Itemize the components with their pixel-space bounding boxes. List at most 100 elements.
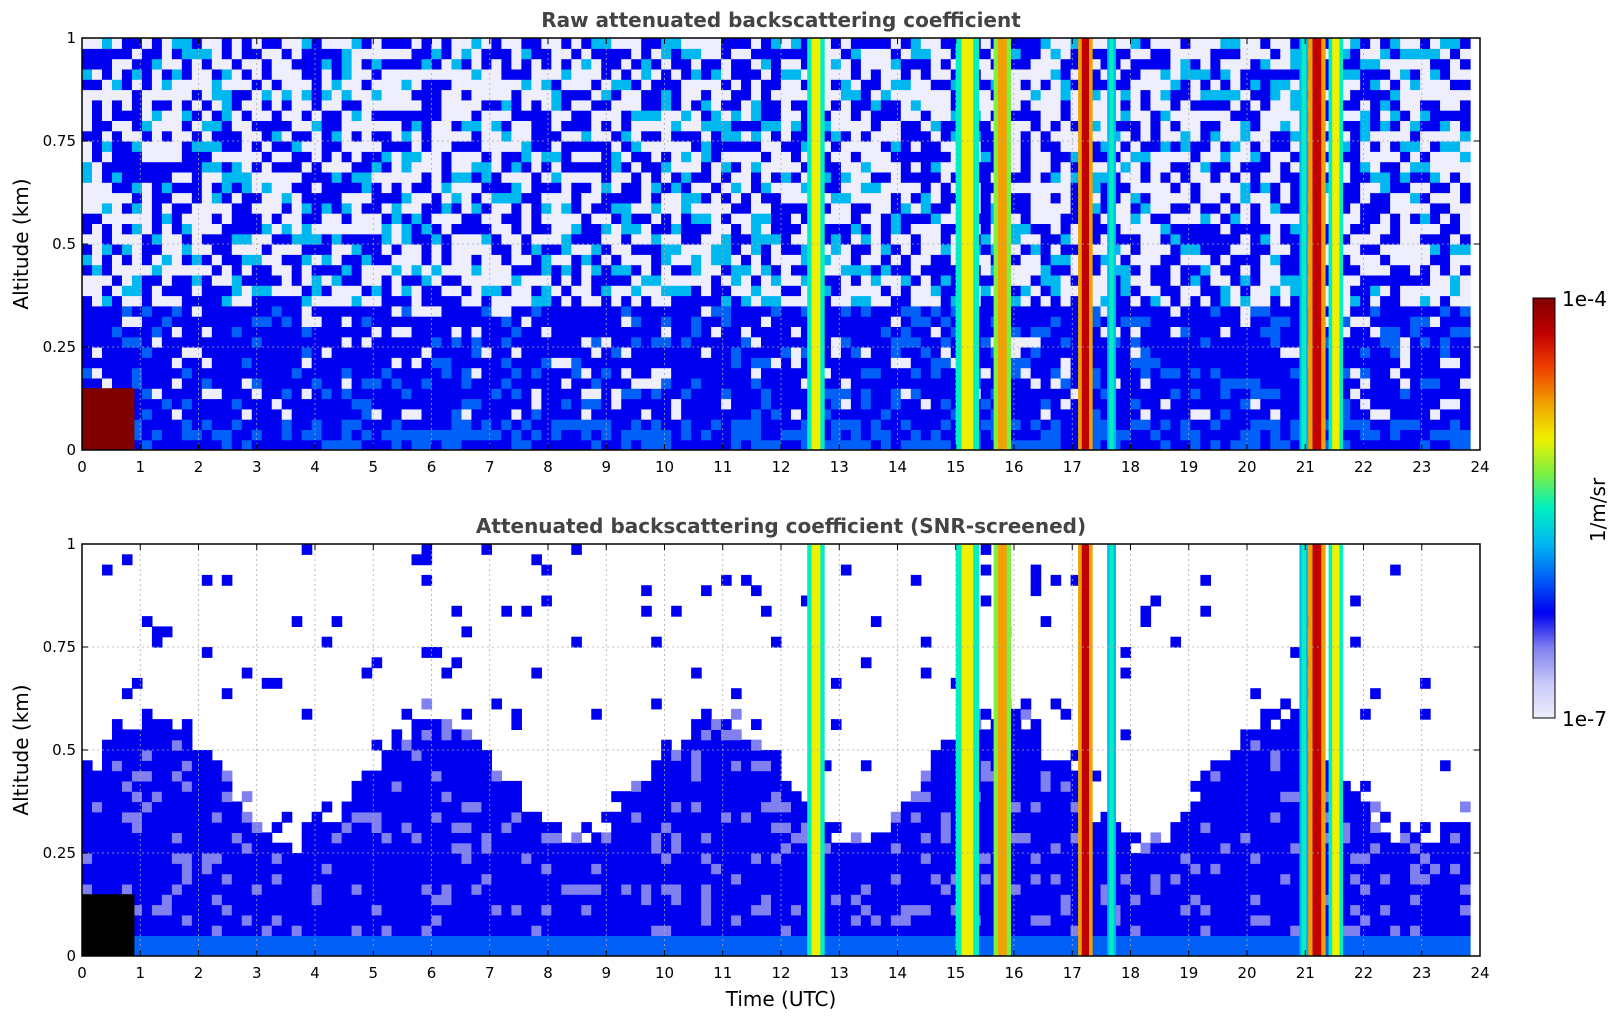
heatmap-cell	[900, 89, 912, 101]
heatmap-cell	[241, 68, 253, 80]
heatmap-cell	[591, 264, 602, 276]
heatmap-cell	[111, 233, 123, 245]
heatmap-cell	[141, 182, 153, 194]
heatmap-cell	[441, 213, 453, 224]
heatmap-cell	[531, 419, 542, 430]
heatmap-cell	[1210, 79, 1221, 91]
heatmap-cell	[301, 377, 313, 389]
heatmap-cell	[1220, 79, 1231, 91]
heatmap-cell	[1210, 120, 1221, 132]
heatmap-cell	[261, 89, 273, 101]
heatmap-cell	[930, 141, 942, 152]
heatmap-cell	[541, 419, 552, 430]
heatmap-cell	[611, 326, 622, 338]
heatmap-cell	[1070, 192, 1082, 204]
heatmap-cell	[251, 141, 263, 152]
heatmap-cell	[1120, 161, 1132, 173]
heatmap-cell	[221, 439, 233, 450]
heatmap-cell	[1270, 367, 1281, 379]
heatmap-cell	[261, 223, 273, 235]
heatmap-cell	[1140, 223, 1152, 235]
heatmap-cell	[1230, 130, 1241, 142]
heatmap-cell	[82, 223, 93, 235]
heatmap-cell	[1190, 233, 1201, 245]
heatmap-cell	[1010, 326, 1022, 338]
heatmap-cell	[1090, 274, 1102, 286]
heatmap-cell	[421, 130, 433, 142]
heatmap-cell	[321, 419, 333, 430]
heatmap-cell	[191, 388, 203, 400]
heatmap-cell	[890, 141, 902, 152]
heatmap-cell	[930, 398, 942, 410]
heatmap-cell	[401, 254, 413, 266]
heatmap-cell	[920, 388, 932, 400]
heatmap-cell	[681, 223, 692, 235]
heatmap-cell	[920, 99, 932, 111]
heatmap-cell	[920, 419, 932, 430]
heatmap-cell	[421, 223, 433, 235]
heatmap-cell	[1210, 419, 1221, 430]
heatmap-cell	[261, 254, 273, 266]
heatmap-cell	[1260, 151, 1271, 163]
heatmap-cell	[820, 305, 832, 317]
heatmap-cell	[691, 171, 702, 183]
heatmap-cell	[421, 439, 433, 450]
heatmap-cell	[781, 202, 792, 214]
heatmap-cell	[691, 398, 702, 410]
heatmap-cell	[1060, 99, 1072, 111]
heatmap-cell	[880, 388, 892, 400]
heatmap-cell	[291, 244, 303, 255]
heatmap-cell	[231, 99, 243, 111]
heatmap-cell	[1060, 388, 1072, 400]
heatmap-cell	[361, 264, 373, 276]
heatmap-cell	[1260, 213, 1271, 224]
heatmap-cell	[82, 171, 93, 183]
heatmap-cell	[890, 48, 902, 60]
heatmap-cell	[571, 244, 582, 255]
heatmap-cell	[331, 274, 343, 286]
heatmap-cell	[1020, 223, 1032, 235]
heatmap-cell	[161, 274, 173, 286]
heatmap-cell	[1270, 274, 1281, 286]
heatmap-cell	[1090, 316, 1102, 327]
heatmap-cell	[431, 192, 443, 204]
heatmap-cell	[561, 408, 572, 420]
heatmap-cell	[381, 171, 393, 183]
heatmap-cell	[920, 233, 932, 245]
heatmap-cell	[1020, 182, 1032, 194]
heatmap-cell	[830, 419, 842, 430]
heatmap-cell	[531, 48, 542, 60]
heatmap-cell	[1230, 274, 1241, 286]
heatmap-cell	[281, 316, 293, 327]
heatmap-cell	[691, 439, 702, 450]
heatmap-cell	[1060, 223, 1072, 235]
heatmap-cell	[571, 439, 582, 450]
heatmap-cell	[371, 398, 383, 410]
heatmap-cell	[940, 99, 952, 111]
heatmap-cell	[1270, 99, 1281, 111]
heatmap-cell	[840, 264, 852, 276]
heatmap-cell	[331, 419, 343, 430]
heatmap-cell	[321, 429, 333, 441]
heatmap-cell	[611, 58, 622, 70]
heatmap-cell	[481, 161, 493, 173]
heatmap-cell	[1260, 357, 1271, 369]
heatmap-cell	[691, 388, 702, 400]
heatmap-cell	[980, 336, 992, 348]
heatmap-cell	[1090, 347, 1102, 358]
heatmap-cell	[1250, 264, 1261, 276]
heatmap-cell	[551, 192, 562, 204]
heatmap-cell	[671, 408, 682, 420]
heatmap-cell	[531, 58, 542, 70]
heatmap-cell	[711, 357, 722, 369]
heatmap-cell	[461, 110, 473, 121]
heatmap-cell	[771, 223, 782, 235]
heatmap-cell	[741, 326, 752, 338]
heatmap-cell	[181, 213, 193, 224]
heatmap-cell	[1230, 439, 1241, 450]
heatmap-cell	[651, 398, 662, 410]
heatmap-cell	[251, 295, 263, 307]
heatmap-cell	[391, 120, 403, 132]
heatmap-cell	[1130, 305, 1142, 317]
heatmap-cell	[541, 120, 552, 132]
